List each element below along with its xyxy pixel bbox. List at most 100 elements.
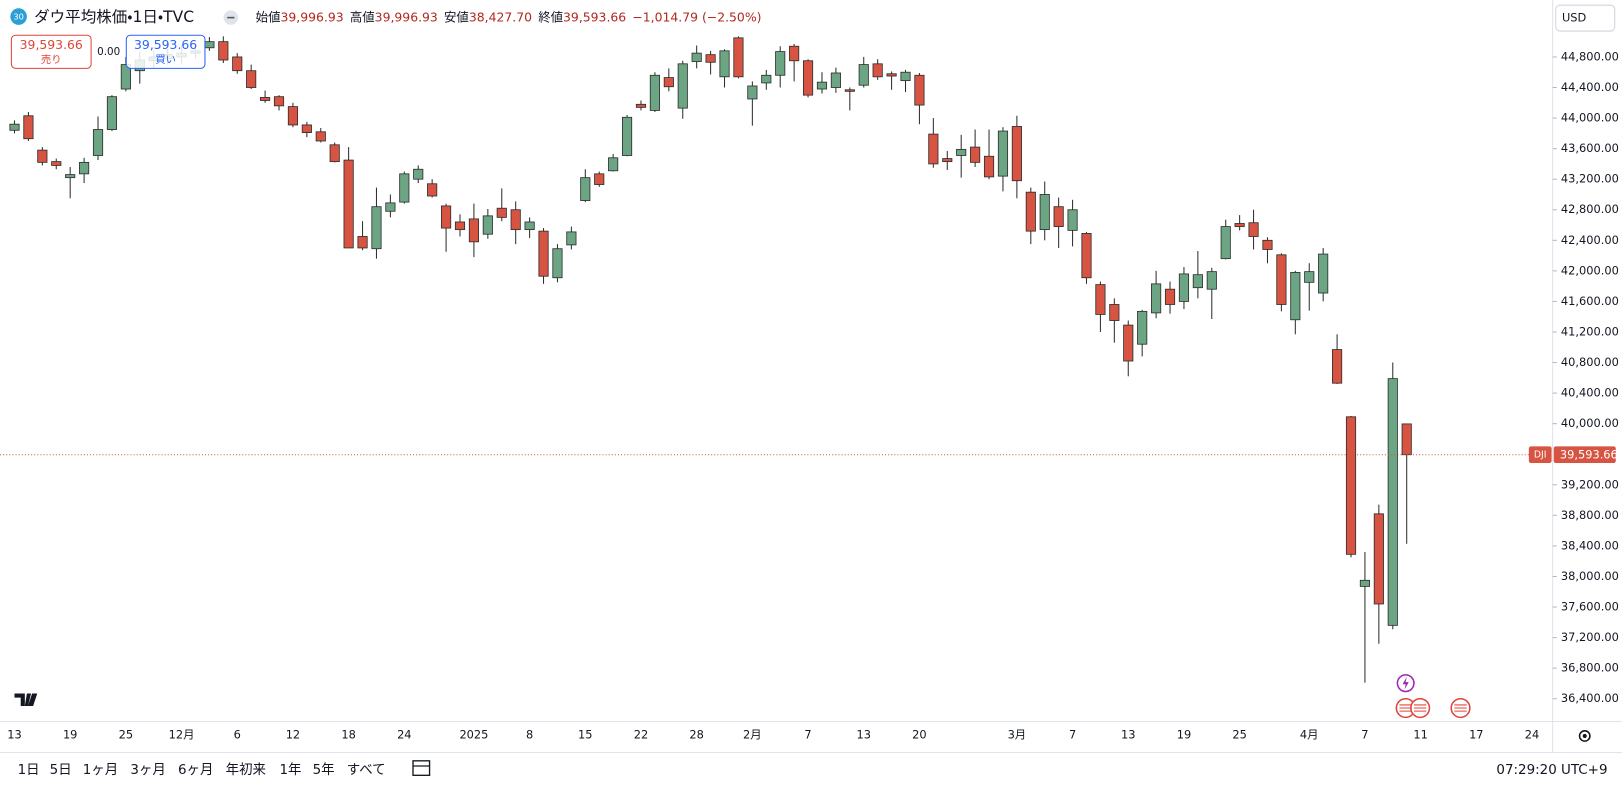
- y-tick-label: 44,000.00: [1561, 111, 1619, 125]
- y-tick-label: 36,800.00: [1561, 661, 1619, 675]
- candle-body: [1081, 233, 1092, 279]
- candle-body: [775, 51, 786, 76]
- candles: [9, 36, 1412, 683]
- open-label: 始値: [256, 9, 281, 24]
- candle-body: [1332, 349, 1343, 384]
- y-tick-label: 40,400.00: [1561, 386, 1619, 400]
- candle-body: [92, 129, 104, 156]
- candle-body: [997, 130, 1009, 177]
- ohlc-legend: 始値39,996.93 高値39,996.93 安値38,427.70 終値39,59…: [256, 9, 762, 24]
- y-tick-label: 44,400.00: [1561, 80, 1619, 94]
- y-tick-label: 43,600.00: [1561, 141, 1619, 155]
- settings-dot: [1582, 733, 1587, 739]
- low-value: 38,427.70: [469, 9, 532, 24]
- settings-button[interactable]: [1578, 730, 1591, 742]
- symbol-title[interactable]: ダウ平均株価・1日・TVC: [34, 8, 194, 26]
- overlay: 36,400.00 36,800.00 37,200.00 37,600.00 38,0…: [0, 49, 1619, 741]
- candle-body: [454, 221, 466, 231]
- y-tick-label: 39,200.00: [1561, 477, 1619, 491]
- timeframe-button[interactable]: すべて: [347, 762, 386, 778]
- candle-body: [1109, 304, 1120, 321]
- candle-body: [510, 209, 521, 231]
- x-tick-label: 24: [1525, 727, 1539, 741]
- last-price-tag: [1553, 446, 1616, 463]
- x-tick-label: 2月: [743, 727, 762, 741]
- timeframe-button[interactable]: 5年: [313, 762, 335, 778]
- candle-body: [1387, 378, 1398, 626]
- y-tick-label: 41,600.00: [1561, 294, 1619, 308]
- candle-body: [733, 37, 744, 78]
- x-tick-label: 24: [397, 727, 411, 741]
- candle-body: [232, 56, 243, 72]
- x-tick-label: 13: [7, 727, 21, 741]
- timeframe-button[interactable]: 1年: [279, 762, 301, 778]
- candle-body: [649, 74, 660, 111]
- x-tick-label: 8: [526, 727, 533, 741]
- candle-body: [1067, 209, 1078, 231]
- candle-body: [1011, 126, 1022, 182]
- candle-body: [761, 74, 772, 84]
- candle-body: [1373, 513, 1384, 605]
- sell-price: 39,593.66: [20, 37, 83, 52]
- candle-body: [594, 173, 605, 185]
- symbol-badge: [10, 8, 27, 25]
- candle-body: [747, 85, 758, 100]
- candle-body: [886, 73, 897, 77]
- timeframe-button[interactable]: 5日: [50, 763, 72, 778]
- last-price-label: 39,593.66: [1560, 448, 1618, 462]
- candle-body: [106, 96, 118, 130]
- candle-body: [1401, 423, 1412, 456]
- candle-body: [635, 103, 647, 108]
- candle-body: [552, 248, 563, 279]
- candle-body: [204, 41, 215, 49]
- x-tick-label: 19: [1177, 727, 1191, 741]
- candle-body: [1137, 310, 1148, 345]
- change-value: −1,014.79 (−2.50%): [632, 9, 761, 24]
- candle-body: [970, 146, 981, 163]
- symbol-tag: [1528, 446, 1552, 463]
- candle-body: [872, 63, 883, 78]
- candle-body: [287, 106, 299, 126]
- candle-body: [37, 149, 48, 163]
- buy-label: 買い: [155, 54, 176, 66]
- x-tick-label: 7: [804, 727, 811, 741]
- y-tick-label: 37,200.00: [1561, 630, 1619, 644]
- buy-price: 39,593.66: [134, 37, 197, 52]
- y-tick-label: 41,200.00: [1561, 324, 1619, 338]
- candle-body: [496, 207, 507, 218]
- candle-body: [524, 221, 535, 231]
- x-tick-label: 3月: [1008, 727, 1027, 741]
- sell-button[interactable]: [10, 34, 92, 69]
- y-tick-label: 38,800.00: [1561, 508, 1619, 522]
- timeframe-button[interactable]: 年初来: [226, 762, 266, 778]
- candle-body: [677, 63, 688, 109]
- candle-body: [816, 81, 828, 90]
- x-tick-label: 7: [1361, 727, 1368, 741]
- candle-body: [1276, 254, 1287, 305]
- x-tick-label: 11: [1413, 727, 1427, 741]
- timeframe-button[interactable]: 3ヶ月: [130, 763, 165, 778]
- x-tick-label: 6: [234, 727, 241, 741]
- candle-body: [79, 161, 90, 175]
- candle-body: [1304, 271, 1315, 283]
- buy-button[interactable]: [125, 34, 206, 69]
- high-label: 高値: [350, 9, 375, 24]
- candle-body: [580, 177, 591, 201]
- timeframe-button[interactable]: 1ヶ月: [83, 763, 118, 778]
- currency-button[interactable]: [1555, 4, 1616, 32]
- x-tick-label: 12: [286, 727, 300, 741]
- high-value: 39,996.93: [375, 9, 438, 24]
- y-tick-label: 43,200.00: [1561, 172, 1619, 186]
- timeframe-button[interactable]: 6ヶ月: [178, 763, 213, 778]
- candle-body: [1345, 416, 1357, 555]
- candle-body: [705, 54, 716, 63]
- logo: [14, 693, 38, 706]
- x-tick-label: 22: [634, 727, 648, 741]
- date-range-button[interactable]: [412, 760, 431, 776]
- timeframe-button[interactable]: 1日: [18, 763, 40, 778]
- candle-body: [218, 41, 229, 61]
- x-tick-label: 15: [578, 727, 592, 741]
- candle-body: [1039, 194, 1050, 231]
